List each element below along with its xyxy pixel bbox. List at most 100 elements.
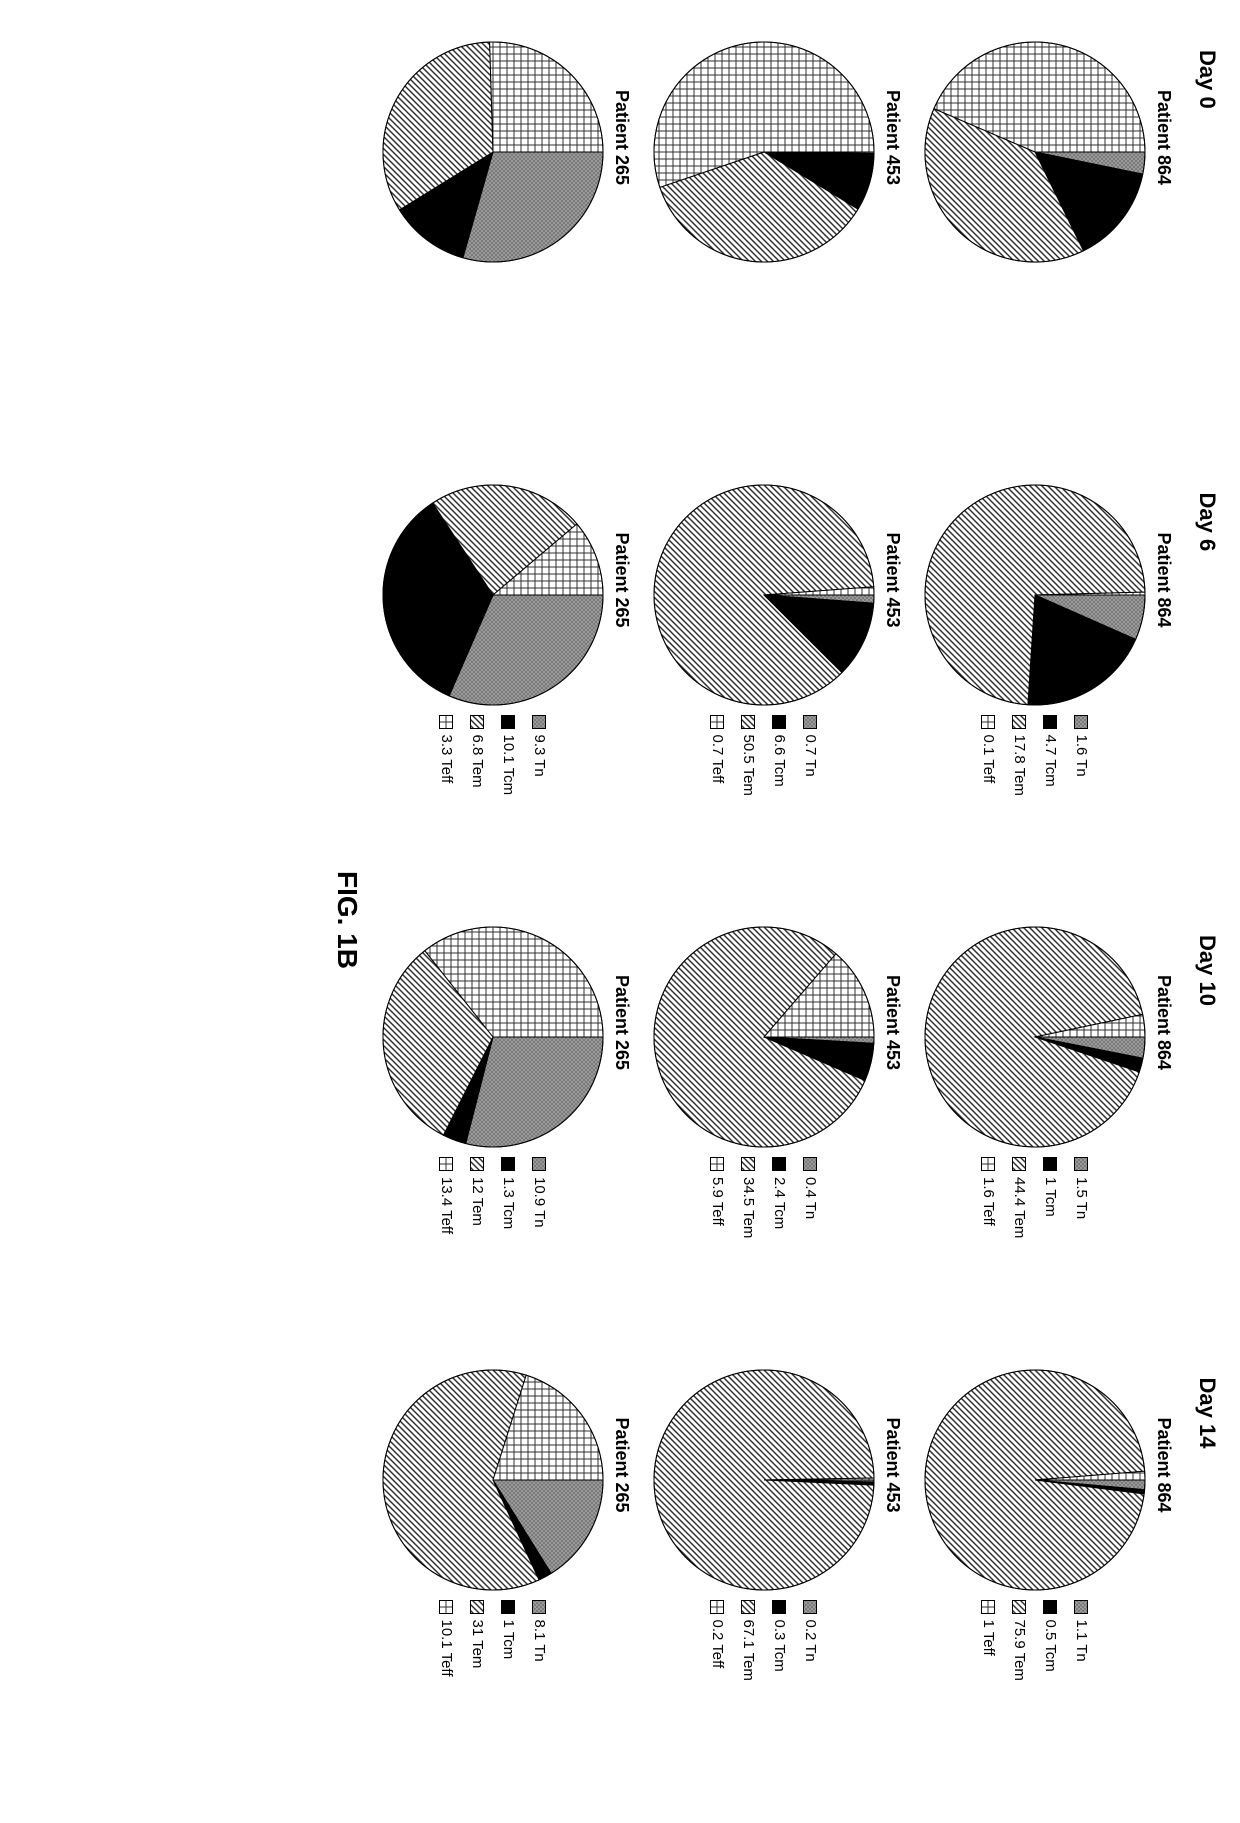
- legend: 9.3 Tn10.1 Tcm6.8 Tem3.3 Teff: [438, 715, 548, 796]
- legend-swatch: [982, 1600, 996, 1614]
- legend-item: 10.1 Teff: [438, 1600, 455, 1677]
- cell-body: 10.9 Tn1.3 Tcm12 Tem13.4 Teff: [381, 925, 605, 1234]
- chart-cell: Patient 4530.4 Tn2.4 Tcm34.5 Tem5.9 Teff: [652, 925, 903, 1358]
- legend-swatch: [804, 715, 818, 729]
- patient-label: Patient 265: [611, 1418, 632, 1513]
- legend-text: 0.1 Teff: [980, 735, 997, 784]
- legend-item: 0.2 Teff: [709, 1600, 726, 1681]
- legend-item: 17.8 Tem: [1011, 715, 1028, 796]
- legend-item: 3.3 Teff: [438, 715, 455, 796]
- chart-cell: Patient 8641.6 Tn4.7 Tcm17.8 Tem0.1 Teff: [923, 483, 1174, 916]
- legend-text: 1 Tcm: [1042, 1177, 1059, 1217]
- legend-item: 4.7 Tcm: [1042, 715, 1059, 796]
- legend-text: 10.1 Teff: [438, 1620, 455, 1677]
- legend-text: 0.7 Tn: [802, 735, 819, 777]
- legend-item: 1.6 Teff: [980, 1157, 997, 1238]
- legend-item: 50.5 Tem: [740, 715, 757, 796]
- pie-chart: [923, 483, 1147, 707]
- legend-item: 2.4 Tcm: [771, 1157, 788, 1238]
- legend-swatch: [502, 715, 516, 729]
- legend: 0.7 Tn 6.6 Tcm 50.5 Tem 0.7 Teff: [709, 715, 819, 796]
- legend-swatch: [533, 1157, 547, 1171]
- patient-label: Patient 453: [882, 533, 903, 628]
- legend-swatch: [1013, 1600, 1027, 1614]
- legend-item: 6.8 Tem: [469, 715, 486, 796]
- legend-swatch: [742, 715, 756, 729]
- patient-label: Patient 453: [882, 1418, 903, 1513]
- chart-cell: Patient 453 0.7 Tn 6.6 Tcm 50.5 Tem 0.7 Teff: [652, 483, 903, 916]
- legend-text: 67.1 Tem: [740, 1620, 757, 1681]
- chart-cell: Patient 864: [923, 40, 1174, 473]
- legend-swatch: [440, 1600, 454, 1614]
- legend-text: 0.7 Teff: [709, 735, 726, 784]
- legend-swatch: [804, 1157, 818, 1171]
- pie-chart: [381, 40, 605, 264]
- legend: 1.1 Tn0.5 Tcm75.9 Tem1 Teff: [980, 1600, 1090, 1681]
- legend-item: 12 Tem: [469, 1157, 486, 1234]
- legend-swatch: [773, 715, 787, 729]
- patient-label: Patient 265: [611, 533, 632, 628]
- legend-text: 3.3 Teff: [438, 735, 455, 784]
- patient-label: Patient 265: [611, 90, 632, 185]
- legend-swatch: [773, 1157, 787, 1171]
- legend-text: 6.6 Tcm: [771, 735, 788, 787]
- legend: 0.4 Tn2.4 Tcm34.5 Tem5.9 Teff: [709, 1157, 819, 1238]
- legend: 8.1 Tn1 Tcm31 Tem10.1 Teff: [438, 1600, 548, 1677]
- chart-cell: Patient 26510.9 Tn1.3 Tcm12 Tem13.4 Teff: [381, 925, 632, 1358]
- pie-chart: [381, 925, 605, 1149]
- legend-text: 12 Tem: [469, 1177, 486, 1226]
- figure-caption: FIG. 1B: [331, 40, 363, 1800]
- legend-swatch: [471, 715, 485, 729]
- legend-item: 13.4 Teff: [438, 1157, 455, 1234]
- legend-text: 10.1 Tcm: [500, 735, 517, 796]
- legend-text: 17.8 Tem: [1011, 735, 1028, 796]
- legend-item: 67.1 Tem: [740, 1600, 757, 1681]
- legend-item: 1 Tcm: [1042, 1157, 1059, 1238]
- legend-text: 0.4 Tn: [802, 1177, 819, 1219]
- legend-item: 1.5 Tn: [1073, 1157, 1090, 1238]
- legend-text: 4.7 Tcm: [1042, 735, 1059, 787]
- legend-text: 0.2 Tn: [802, 1620, 819, 1662]
- cell-body: [652, 40, 876, 264]
- chart-cell: Patient 453: [652, 40, 903, 473]
- pie-chart: [381, 1368, 605, 1592]
- legend-text: 34.5 Tem: [740, 1177, 757, 1238]
- legend-swatch: [502, 1157, 516, 1171]
- legend-text: 1.3 Tcm: [500, 1177, 517, 1229]
- legend-item: 0.7 Tn: [802, 715, 819, 796]
- legend-item: 0.5 Tcm: [1042, 1600, 1059, 1681]
- legend-text: 2.4 Tcm: [771, 1177, 788, 1229]
- chart-cell: Patient 8641.5 Tn1 Tcm44.4 Tem1.6 Teff: [923, 925, 1174, 1358]
- legend-item: 1.6 Tn: [1073, 715, 1090, 796]
- legend-item: 1.1 Tn: [1073, 1600, 1090, 1681]
- chart-cell: Patient 265: [381, 40, 632, 473]
- day-header: Day 14: [1194, 1368, 1220, 1801]
- cell-body: 0.4 Tn2.4 Tcm34.5 Tem5.9 Teff: [652, 925, 876, 1238]
- legend-swatch: [1044, 1157, 1058, 1171]
- legend-item: 44.4 Tem: [1011, 1157, 1028, 1238]
- cell-body: 1.1 Tn0.5 Tcm75.9 Tem1 Teff: [923, 1368, 1147, 1681]
- legend-item: 0.7 Teff: [709, 715, 726, 796]
- legend-swatch: [804, 1600, 818, 1614]
- legend-swatch: [1044, 715, 1058, 729]
- legend-text: 0.3 Tcm: [771, 1620, 788, 1672]
- legend-swatch: [1075, 1600, 1089, 1614]
- legend-swatch: [711, 715, 725, 729]
- day-header: Day 10: [1194, 925, 1220, 1358]
- patient-label: Patient 864: [1153, 90, 1174, 185]
- legend-swatch: [1013, 1157, 1027, 1171]
- patient-label: Patient 864: [1153, 1418, 1174, 1513]
- legend-text: 1 Teff: [980, 1620, 997, 1656]
- cell-body: 0.2 Tn 0.3 Tcm 67.1 Tem 0.2 Teff: [652, 1368, 876, 1681]
- legend-swatch: [742, 1600, 756, 1614]
- pie-grid: Day 0Day 6Day 10Day 14Patient 864Patient…: [381, 40, 1220, 1800]
- legend-swatch: [1075, 715, 1089, 729]
- legend-text: 1 Tcm: [500, 1620, 517, 1660]
- pie-chart: [652, 483, 876, 707]
- legend-item: 0.1 Teff: [980, 715, 997, 796]
- pie-chart: [652, 40, 876, 264]
- legend-text: 1.1 Tn: [1073, 1620, 1090, 1662]
- pie-chart: [652, 925, 876, 1149]
- cell-body: 8.1 Tn1 Tcm31 Tem10.1 Teff: [381, 1368, 605, 1677]
- legend-swatch: [1075, 1157, 1089, 1171]
